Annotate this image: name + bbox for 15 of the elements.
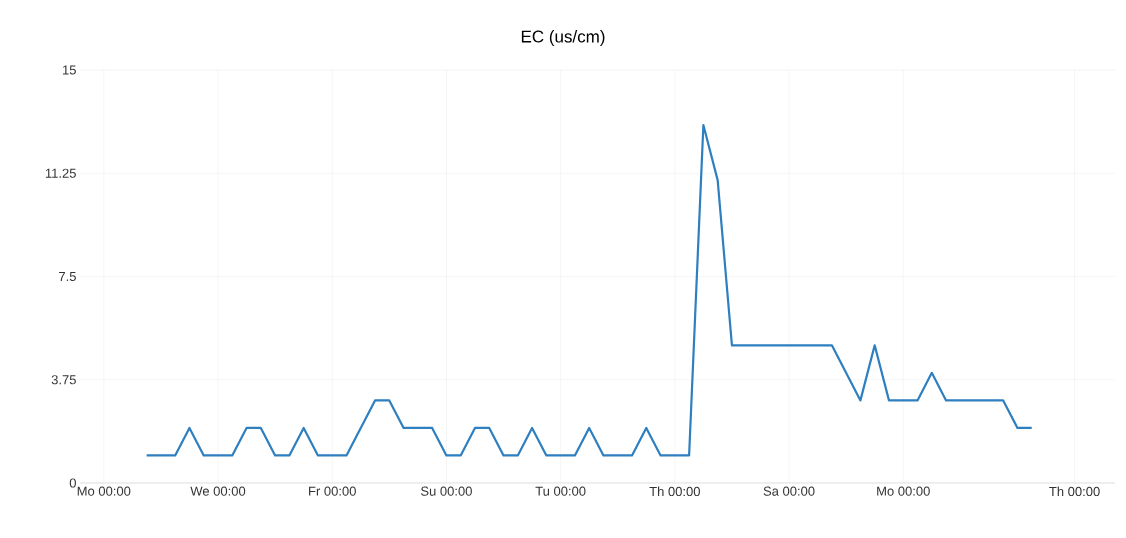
x-tick-label: Fr 00:00 <box>309 486 356 496</box>
y-tick-label: 0 <box>69 478 76 488</box>
x-tick-label: Su 00:00 <box>420 486 472 496</box>
x-tick-label: Mo 00:00 <box>77 486 131 496</box>
x-tick-label: Th 00:00 <box>1049 486 1100 497</box>
x-tick-label: Mo 00:00 <box>877 486 930 496</box>
y-tick-label: 3.75 <box>51 375 76 385</box>
y-tick-label: 7.5 <box>59 271 76 282</box>
chart-title: EC (us/cm) <box>521 30 605 46</box>
x-tick-label: Tu 00:00 <box>535 486 586 496</box>
y-tick-label: 11.25 <box>45 168 76 178</box>
y-tick-label: 15 <box>63 65 76 75</box>
x-tick-label: Sa 00:00 <box>763 486 815 496</box>
x-tick-label: We 00:00 <box>190 486 246 496</box>
x-tick-label: Th 00:00 <box>649 486 700 497</box>
